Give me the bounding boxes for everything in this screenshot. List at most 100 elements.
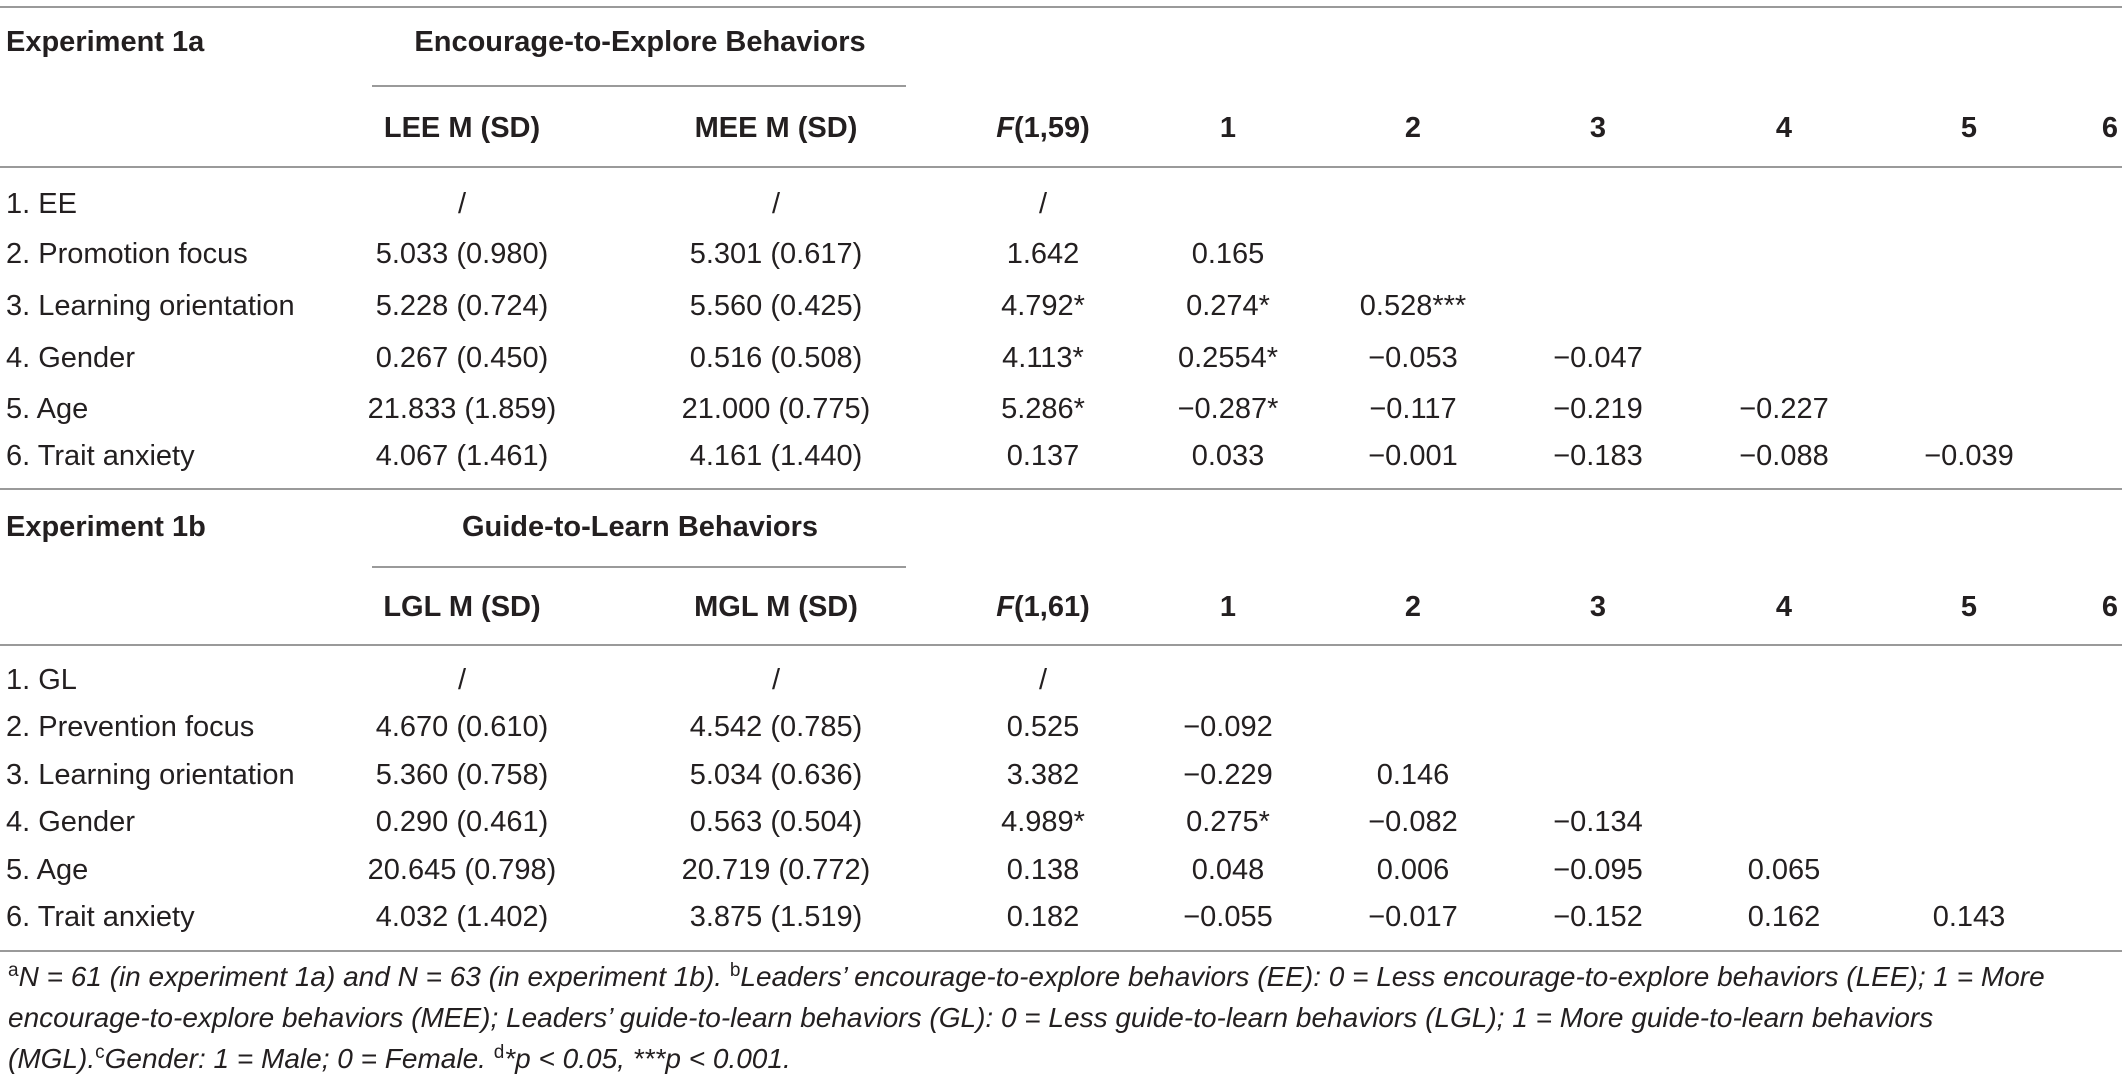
f-statistic-italic: F	[996, 591, 1014, 623]
cell-correlation: 0.146	[1376, 759, 1450, 791]
footnote-text: *p < 0.05, ***p < 0.001.	[504, 1043, 791, 1074]
column-header: LEE M (SD)	[383, 112, 541, 144]
column-header-f: F(1,61)	[996, 589, 1089, 625]
experiment-label: Experiment 1a	[6, 26, 205, 58]
header-bottom-rule	[0, 166, 2122, 168]
cell-f-value: /	[1038, 188, 1048, 220]
cell-correlation: −0.134	[1553, 806, 1643, 838]
experiment-label: Experiment 1b	[6, 511, 206, 543]
cell-correlation: −0.152	[1553, 901, 1643, 933]
column-header: 6	[2101, 591, 2119, 623]
column-header: 1	[1219, 591, 1237, 623]
cell-correlation: 0.275*	[1186, 806, 1270, 838]
f-statistic-df: (1,61)	[1013, 591, 1090, 623]
row-label: 5. Age	[6, 854, 89, 886]
footnote-marker: b	[729, 960, 741, 981]
cell-correlation: −0.227	[1739, 393, 1829, 425]
cell-high-group: 0.516 (0.508)	[689, 342, 863, 374]
cell-correlation: 0.143	[1932, 901, 2006, 933]
column-header: 3	[1589, 112, 1607, 144]
f-statistic-italic: F	[996, 112, 1014, 144]
cell-low-group: 21.833 (1.859)	[367, 393, 557, 425]
footnote-marker: d	[493, 1042, 505, 1063]
row-label: 5. Age	[6, 393, 89, 425]
cell-f-value: 4.113*	[1002, 342, 1084, 374]
cell-correlation: 0.065	[1747, 854, 1821, 886]
cell-f-value: 3.382	[1006, 759, 1080, 791]
cell-f-value: 0.138	[1006, 854, 1080, 886]
cell-correlation: −0.092	[1183, 711, 1273, 743]
cell-correlation: −0.039	[1924, 440, 2014, 472]
column-header: 2	[1404, 112, 1422, 144]
table-footnotes: aN = 61 (in experiment 1a) and N = 63 (i…	[8, 956, 2114, 1079]
cell-high-group: /	[771, 664, 781, 696]
row-label: 3. Learning orientation	[6, 759, 295, 791]
group-header: Guide-to-Learn Behaviors	[461, 511, 819, 543]
cell-high-group: 5.034 (0.636)	[689, 759, 863, 791]
cell-low-group: 4.067 (1.461)	[375, 440, 549, 472]
footnote-text: N = 61 (in experiment 1a) and N = 63 (in…	[18, 961, 730, 992]
column-header: 6	[2101, 112, 2119, 144]
row-label: 6. Trait anxiety	[6, 440, 195, 472]
column-header: 5	[1960, 591, 1978, 623]
row-label: 2. Promotion focus	[6, 238, 248, 270]
column-header: MGL M (SD)	[694, 591, 858, 623]
cell-correlation: −0.055	[1183, 901, 1273, 933]
cell-f-value: /	[1038, 664, 1048, 696]
footnote-text: Leaders’ encourage-to-explore behaviors …	[8, 961, 2045, 1074]
column-header: LGL M (SD)	[383, 591, 541, 623]
cell-high-group: 4.542 (0.785)	[689, 711, 863, 743]
row-label: 1. GL	[6, 664, 77, 696]
column-header: 2	[1404, 591, 1422, 623]
cell-high-group: 21.000 (0.775)	[681, 393, 871, 425]
cell-correlation: −0.082	[1368, 806, 1458, 838]
cell-correlation: −0.001	[1368, 440, 1458, 472]
cell-correlation: 0.033	[1191, 440, 1265, 472]
cell-f-value: 0.525	[1006, 711, 1080, 743]
cell-correlation: −0.088	[1739, 440, 1829, 472]
f-statistic-df: (1,59)	[1013, 112, 1090, 144]
cell-low-group: 5.033 (0.980)	[375, 238, 549, 270]
cell-correlation: 0.528***	[1359, 290, 1467, 322]
cell-correlation: 0.048	[1191, 854, 1265, 886]
cell-correlation: −0.229	[1183, 759, 1273, 791]
cell-high-group: /	[771, 188, 781, 220]
table-bottom-rule	[0, 950, 2122, 952]
cell-low-group: /	[457, 188, 467, 220]
cell-correlation: −0.117	[1369, 393, 1457, 425]
cell-correlation: −0.047	[1553, 342, 1643, 374]
column-header: 4	[1775, 112, 1793, 144]
row-label: 1. EE	[6, 188, 77, 220]
column-header: 4	[1775, 591, 1793, 623]
cell-low-group: 0.290 (0.461)	[375, 806, 549, 838]
cell-correlation: 0.165	[1191, 238, 1265, 270]
column-header-f: F(1,59)	[996, 110, 1089, 146]
row-label: 4. Gender	[6, 806, 135, 838]
row-label: 4. Gender	[6, 342, 135, 374]
cell-correlation: −0.017	[1368, 901, 1458, 933]
cell-f-value: 0.182	[1006, 901, 1080, 933]
group-header-rule	[372, 85, 906, 87]
footnote-marker: c	[95, 1042, 105, 1063]
cell-f-value: 4.989*	[1001, 806, 1085, 838]
cell-correlation: 0.2554*	[1178, 342, 1278, 374]
cell-correlation: 0.006	[1376, 854, 1450, 886]
cell-high-group: 20.719 (0.772)	[681, 854, 871, 886]
cell-f-value: 0.137	[1006, 440, 1080, 472]
cell-high-group: 4.161 (1.440)	[689, 440, 863, 472]
column-header: 3	[1589, 591, 1607, 623]
column-header: 1	[1219, 112, 1237, 144]
table-top-rule	[0, 488, 2122, 490]
cell-high-group: 5.560 (0.425)	[689, 290, 863, 322]
group-header-rule	[372, 566, 906, 568]
table-top-rule	[0, 6, 2122, 8]
cell-low-group: 5.360 (0.758)	[375, 759, 549, 791]
footnote-text: Gender: 1 = Male; 0 = Female.	[104, 1043, 494, 1074]
cell-correlation: −0.095	[1553, 854, 1643, 886]
row-label: 6. Trait anxiety	[6, 901, 195, 933]
column-header: MEE M (SD)	[694, 112, 858, 144]
footnote-marker: a	[8, 960, 19, 981]
row-label: 2. Prevention focus	[6, 711, 255, 743]
cell-high-group: 0.563 (0.504)	[689, 806, 863, 838]
cell-low-group: 5.228 (0.724)	[375, 290, 549, 322]
